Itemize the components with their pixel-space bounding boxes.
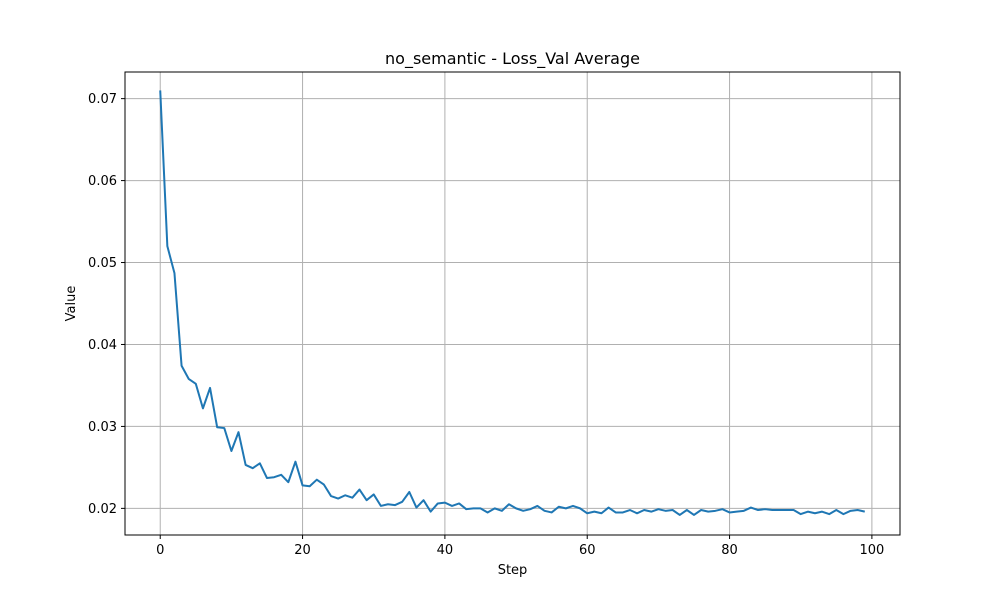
y-tick-label: 0.04 [88, 338, 117, 353]
y-tick-label: 0.07 [88, 92, 117, 107]
x-tick-label: 60 [579, 543, 596, 558]
y-tick-label: 0.05 [88, 256, 117, 271]
x-tick-label: 20 [294, 543, 311, 558]
y-tick-label: 0.06 [88, 174, 117, 189]
y-tick-label: 0.02 [88, 502, 117, 517]
x-tick-label: 80 [721, 543, 738, 558]
y-tick-label: 0.03 [88, 420, 117, 435]
grid [125, 72, 900, 535]
plot-frame [124, 71, 901, 536]
series-line [159, 90, 865, 516]
ticks: 0 20 40 60 80 100 0.02 0.03 0.04 0.05 0.06 0.07 [88, 92, 884, 558]
x-tick-label: 40 [437, 543, 454, 558]
x-tick-label: 0 [156, 543, 164, 558]
x-tick-label: 100 [859, 543, 884, 558]
series-layer [159, 90, 865, 516]
y-axis-label: Value [64, 286, 79, 322]
chart-title: no_semantic - Loss_Val Average [385, 49, 640, 69]
x-axis-label: Step [498, 563, 528, 578]
